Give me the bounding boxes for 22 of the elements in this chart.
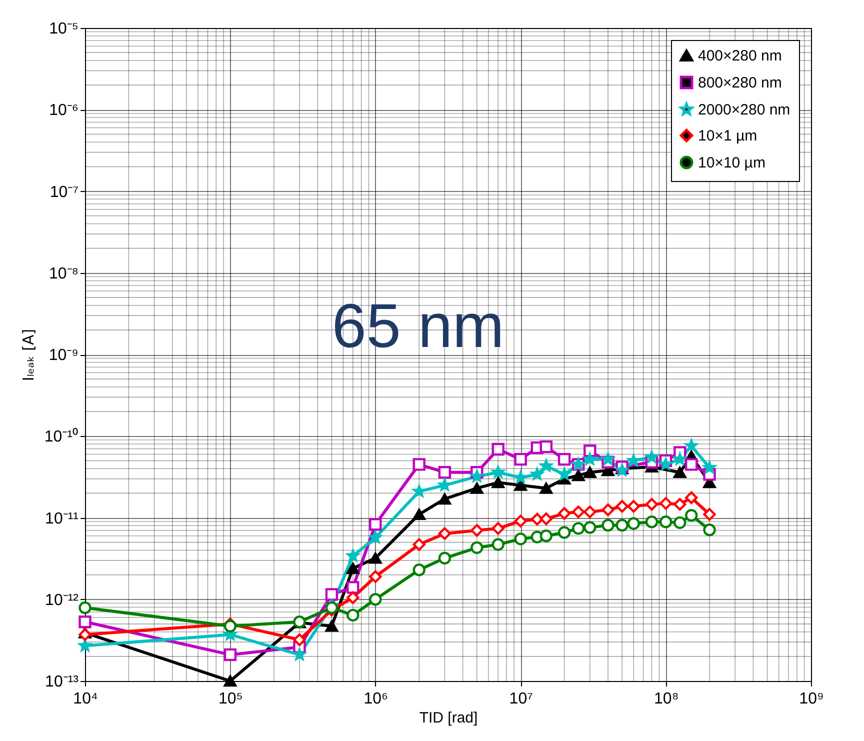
legend-label: 2000×280 nm xyxy=(698,102,790,118)
x-tick-label: 10⁸ xyxy=(654,690,679,708)
legend-label: 10×1 µm xyxy=(698,128,758,144)
x-tick-label: 10⁵ xyxy=(218,690,243,708)
y-tick-label: 10⁻¹² xyxy=(45,592,80,609)
x-axis-title: TID [rad] xyxy=(419,710,478,726)
x-tick-label: 10⁹ xyxy=(799,690,824,708)
y-tick-label: 10⁻¹⁰ xyxy=(44,428,78,446)
y-tick-label: 10⁻⁹ xyxy=(48,347,78,364)
x-tick-label: 10⁴ xyxy=(73,690,98,708)
y-tick-label: 10⁻⁶ xyxy=(49,102,78,120)
y-tick-label: 10⁻⁷ xyxy=(50,184,79,201)
x-tick-label: 10⁶ xyxy=(364,690,388,708)
y-tick-label: 10⁻¹³ xyxy=(45,674,80,690)
y-tick-label: 10⁻⁵ xyxy=(49,20,78,38)
x-tick-label: 10⁷ xyxy=(509,690,534,708)
legend-label: 10×10 µm xyxy=(698,154,766,172)
legend-label: 800×280 nm xyxy=(698,74,782,92)
y-tick-label: 10⁻¹¹ xyxy=(45,510,78,528)
legend-label: 400×280 nm xyxy=(698,48,782,64)
y-tick-label: 10⁻⁸ xyxy=(48,265,78,282)
y-axis-title: Iₗₑₐₖ [A] xyxy=(19,328,38,382)
